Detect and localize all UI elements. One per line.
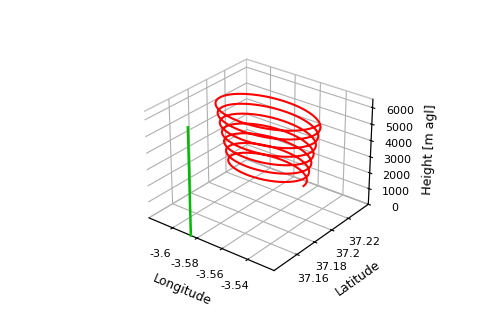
X-axis label: Longitude: Longitude [150, 272, 213, 308]
Y-axis label: Latitude: Latitude [333, 258, 383, 298]
